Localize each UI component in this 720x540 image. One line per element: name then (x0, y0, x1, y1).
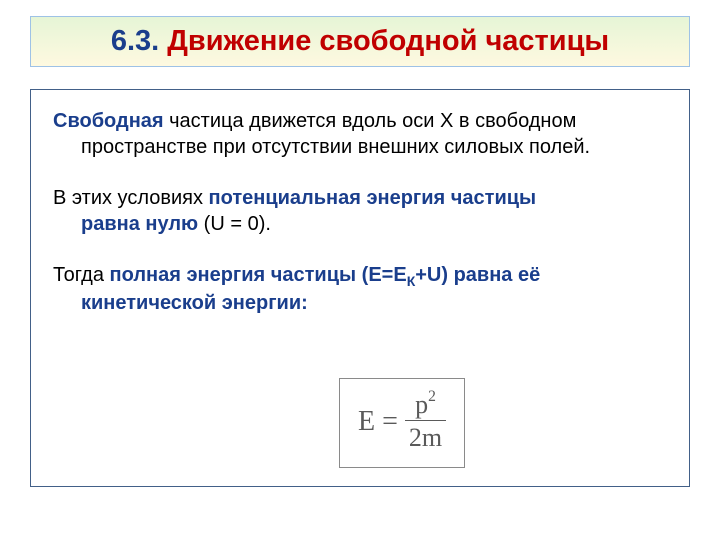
formula-lhs: E (358, 406, 375, 437)
p1-lead-term: Свободная (53, 110, 164, 132)
paragraph-1: Свободная частица движется вдоль оси Х в… (53, 108, 667, 160)
paragraph-3: Тогда полная энергия частицы (E=EК+U) ра… (53, 262, 667, 316)
formula-denominator: 2m (405, 421, 446, 455)
p3-indent: кинетической энергии: (53, 290, 667, 316)
formula-eq: = (375, 406, 405, 437)
formula: E = p2 2m (358, 389, 446, 455)
paragraph-2: В этих условиях потенциальная энергия ча… (53, 185, 667, 237)
section-number: 6.3. (111, 25, 159, 57)
formula-exponent: 2 (428, 388, 436, 405)
p2-bold-1: потенциальная энергия частицы (209, 187, 537, 209)
p2-plain2: (U = 0). (198, 213, 271, 235)
formula-fraction: p2 2m (405, 389, 446, 455)
content-box: Свободная частица движется вдоль оси Х в… (30, 89, 690, 487)
p3-plain1: Тогда (53, 264, 110, 286)
p2-bold-2: равна нулю (81, 213, 198, 235)
p1-indent: пространстве при отсутствии внешних сило… (53, 134, 667, 160)
p3-bold-1: полная энергия частицы (E=EК+U) равна её (110, 264, 541, 286)
p3-subscript: К (407, 273, 416, 289)
p3-bold-3: кинетической энергии: (81, 292, 308, 314)
section-title-box: 6.3. Движение свободной частицы (30, 16, 690, 67)
p1-line1: частица движется вдоль оси Х в свободном (164, 110, 577, 132)
formula-numerator: p2 (405, 389, 446, 421)
p2-indent: равна нулю (U = 0). (53, 211, 667, 237)
section-title: 6.3. Движение свободной частицы (111, 25, 609, 57)
p2-plain1: В этих условиях (53, 187, 209, 209)
section-title-text: Движение свободной частицы (159, 25, 609, 57)
formula-box: E = p2 2m (339, 378, 465, 468)
